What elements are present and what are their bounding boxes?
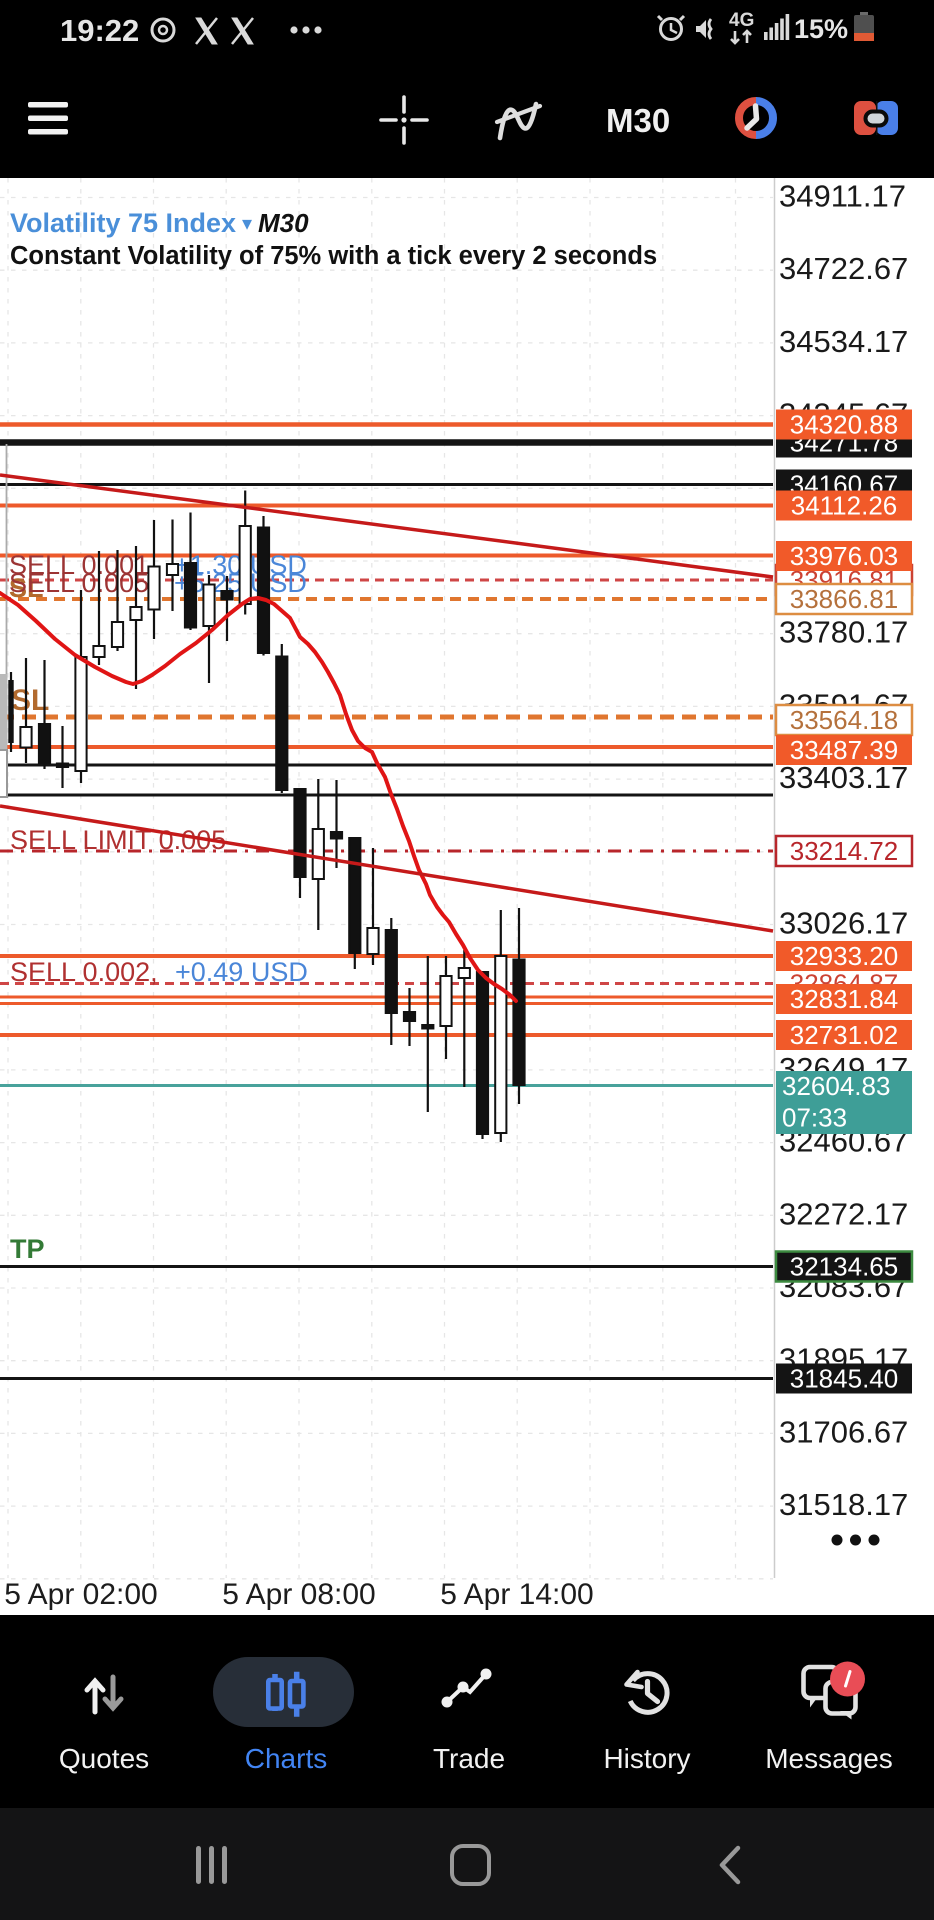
svg-text:34320.88: 34320.88 bbox=[790, 410, 898, 440]
svg-text:33214.72: 33214.72 bbox=[790, 836, 898, 866]
svg-text:+0.49 USD: +0.49 USD bbox=[175, 957, 308, 987]
svg-text:33487.39: 33487.39 bbox=[790, 735, 898, 765]
svg-text:SELL 0.002,: SELL 0.002, bbox=[10, 957, 158, 987]
svg-text:19:22: 19:22 bbox=[60, 13, 139, 48]
svg-text:32831.84: 32831.84 bbox=[790, 984, 898, 1014]
svg-text:M30: M30 bbox=[258, 208, 309, 238]
svg-text:4G: 4G bbox=[729, 10, 754, 31]
svg-text:Trade: Trade bbox=[433, 1743, 505, 1774]
svg-text:Volatility 75 Index: Volatility 75 Index bbox=[10, 208, 236, 238]
svg-text:SELL 0.001,: SELL 0.001, bbox=[9, 550, 157, 580]
svg-text:5 Apr 08:00: 5 Apr 08:00 bbox=[222, 1578, 375, 1611]
svg-text:34112.26: 34112.26 bbox=[791, 491, 898, 521]
svg-text:TP: TP bbox=[10, 1234, 45, 1264]
svg-text:31518.17: 31518.17 bbox=[779, 1487, 908, 1522]
svg-text:34534.17: 34534.17 bbox=[779, 324, 908, 359]
svg-text:33866.81: 33866.81 bbox=[790, 584, 898, 614]
svg-text:▾: ▾ bbox=[242, 213, 252, 235]
svg-text:Constant Volatility of 75% wit: Constant Volatility of 75% with a tick e… bbox=[10, 242, 657, 270]
svg-text:History: History bbox=[603, 1743, 690, 1774]
svg-text:33976.03: 33976.03 bbox=[790, 541, 898, 571]
svg-text:Charts: Charts bbox=[245, 1743, 327, 1774]
svg-text:32134.65: 32134.65 bbox=[790, 1252, 898, 1282]
svg-text:31845.40: 31845.40 bbox=[790, 1364, 898, 1394]
svg-text:SL: SL bbox=[11, 684, 49, 717]
svg-text:31706.67: 31706.67 bbox=[779, 1414, 908, 1449]
svg-text:33780.17: 33780.17 bbox=[779, 615, 908, 650]
svg-text:32272.17: 32272.17 bbox=[779, 1196, 908, 1231]
svg-text:Messages: Messages bbox=[765, 1743, 893, 1774]
svg-text:15%: 15% bbox=[794, 14, 848, 44]
svg-text:07:33: 07:33 bbox=[782, 1103, 847, 1133]
svg-text:32731.02: 32731.02 bbox=[790, 1020, 898, 1050]
svg-text:34722.67: 34722.67 bbox=[779, 251, 908, 286]
svg-text:Quotes: Quotes bbox=[59, 1743, 149, 1774]
svg-text:M30: M30 bbox=[606, 102, 670, 139]
svg-text:34911.17: 34911.17 bbox=[779, 179, 906, 214]
svg-text:33403.17: 33403.17 bbox=[779, 760, 908, 795]
svg-text:32604.83: 32604.83 bbox=[782, 1071, 890, 1101]
svg-text:SL: SL bbox=[9, 573, 44, 603]
svg-text:32933.20: 32933.20 bbox=[790, 941, 898, 971]
svg-text:5 Apr 14:00: 5 Apr 14:00 bbox=[440, 1578, 593, 1611]
svg-text:33564.18: 33564.18 bbox=[790, 705, 898, 735]
svg-text:SELL 0.005,: SELL 0.005, bbox=[9, 568, 157, 598]
svg-text:33026.17: 33026.17 bbox=[779, 906, 908, 941]
svg-text:5 Apr 02:00: 5 Apr 02:00 bbox=[4, 1578, 157, 1611]
svg-text:SELL LIMIT 0.005: SELL LIMIT 0.005 bbox=[10, 825, 226, 855]
